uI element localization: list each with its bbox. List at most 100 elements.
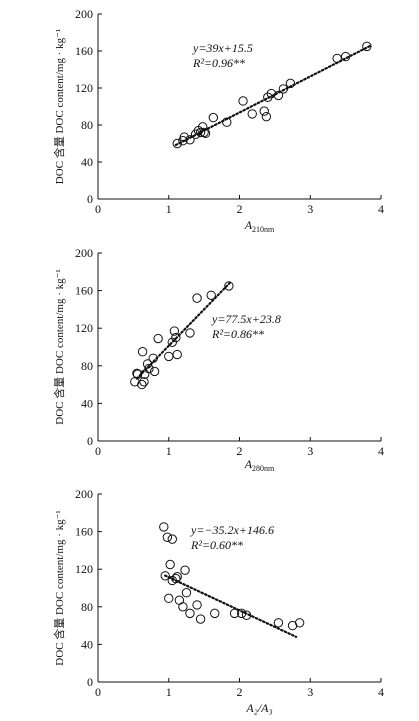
data-point: [169, 326, 180, 336]
y-tick-label: 160: [75, 525, 93, 539]
data-point: [210, 608, 220, 619]
x-axis-label: A280nm: [244, 457, 275, 473]
x-tick-label: 1: [166, 685, 172, 699]
data-point: [172, 138, 182, 149]
data-point: [236, 608, 247, 619]
y-tick-label: 120: [75, 321, 93, 335]
data-point: [160, 571, 170, 581]
data-point: [179, 132, 190, 142]
data-point: [172, 572, 182, 582]
data-point: [185, 328, 195, 338]
data-point: [167, 534, 177, 544]
y-tick-label: 200: [75, 487, 93, 501]
data-point: [332, 53, 342, 64]
data-point: [162, 532, 173, 542]
data-point: [165, 559, 175, 570]
data-point: [294, 618, 305, 628]
data-point: [171, 332, 181, 343]
data-point: [149, 366, 160, 377]
data-point: [208, 112, 219, 123]
data-point: [362, 41, 372, 52]
x-tick-label: 2: [237, 685, 243, 699]
data-point: [178, 602, 188, 612]
regression-equation: y=39x+15.5: [192, 41, 253, 55]
chart-panel-1: 0 40 80 120 160 200 0 1 2 3 4 DOC 含量 DOC content/mg…: [52, 7, 384, 234]
data-point: [206, 290, 216, 300]
data-point: [174, 595, 185, 605]
x-tick-label: 2: [237, 202, 243, 216]
data-point: [224, 281, 234, 291]
data-point: [139, 377, 149, 387]
x-axis-label: A₂/A₃: [245, 701, 272, 715]
data-point: [199, 127, 209, 138]
x-tick-label: 4: [378, 202, 384, 216]
y-tick-label: 160: [75, 44, 93, 58]
y-tick-label: 0: [87, 434, 93, 448]
x-tick-label: 1: [166, 202, 172, 216]
data-point: [142, 359, 153, 369]
y-tick-label: 120: [75, 81, 93, 95]
data-point: [195, 127, 206, 138]
data-point: [164, 351, 174, 362]
x-axis-label: A210nm: [244, 218, 275, 234]
data-point: [185, 135, 195, 145]
y-tick-label: 200: [75, 7, 93, 21]
x-tick-label: 0: [95, 685, 101, 699]
data-point: [200, 128, 211, 139]
data-point: [192, 293, 202, 303]
data-point: [181, 588, 192, 598]
data-point: [273, 90, 284, 101]
data-point: [132, 369, 143, 379]
y-tick-label: 0: [87, 192, 93, 206]
y-tick-label: 200: [75, 246, 93, 260]
regression-equation: y=77.5x+23.8: [211, 312, 281, 326]
y-tick-label: 40: [81, 637, 93, 651]
data-point: [132, 368, 142, 379]
x-tick-label: 1: [166, 444, 172, 458]
data-point: [238, 96, 248, 106]
trend-line: [164, 574, 298, 638]
data-point: [247, 109, 257, 119]
data-point: [259, 106, 269, 116]
regression-equation: y=−35.2x+146.6: [190, 523, 274, 537]
data-point: [261, 111, 272, 122]
y-tick-label: 0: [87, 675, 93, 689]
data-point: [180, 565, 190, 575]
y-axis-label: DOC 含量 DOC content/mg · kg⁻¹: [52, 510, 66, 665]
data-point: [266, 88, 277, 99]
data-point: [137, 379, 147, 390]
data-point: [222, 117, 232, 127]
data-point: [137, 347, 148, 357]
r-squared: R²=0.60**: [190, 538, 243, 552]
r-squared: R²=0.86**: [211, 327, 264, 341]
x-tick-label: 0: [95, 202, 101, 216]
data-point: [195, 614, 206, 624]
y-tick-label: 80: [81, 600, 93, 614]
chart-panel-3: 0 40 80 120 160 200 0 1 2 3 4 DOC 含量 DOC content/mg…: [52, 487, 384, 715]
data-point: [153, 333, 163, 344]
data-point: [198, 122, 208, 132]
y-axis-label: DOC 含量 DOC content/mg · kg⁻¹: [52, 29, 66, 184]
data-point: [273, 618, 284, 628]
data-point: [241, 610, 252, 620]
x-tick-label: 4: [378, 685, 384, 699]
data-point: [185, 608, 195, 619]
data-point: [148, 353, 158, 363]
data-point: [229, 608, 240, 619]
data-point: [285, 78, 296, 89]
data-point: [159, 522, 169, 532]
data-point: [278, 84, 289, 94]
x-tick-label: 4: [378, 444, 384, 458]
data-point: [167, 337, 177, 347]
data-point: [172, 349, 182, 360]
x-tick-label: 2: [237, 444, 243, 458]
y-axis-label: DOC 含量 DOC content/mg · kg⁻¹: [52, 269, 66, 424]
y-tick-label: 80: [81, 118, 93, 132]
data-point: [192, 600, 202, 610]
data-point: [144, 363, 154, 374]
y-tick-label: 40: [81, 155, 93, 169]
y-tick-label: 80: [81, 359, 93, 373]
y-tick-label: 160: [75, 284, 93, 298]
y-tick-label: 40: [81, 396, 93, 410]
